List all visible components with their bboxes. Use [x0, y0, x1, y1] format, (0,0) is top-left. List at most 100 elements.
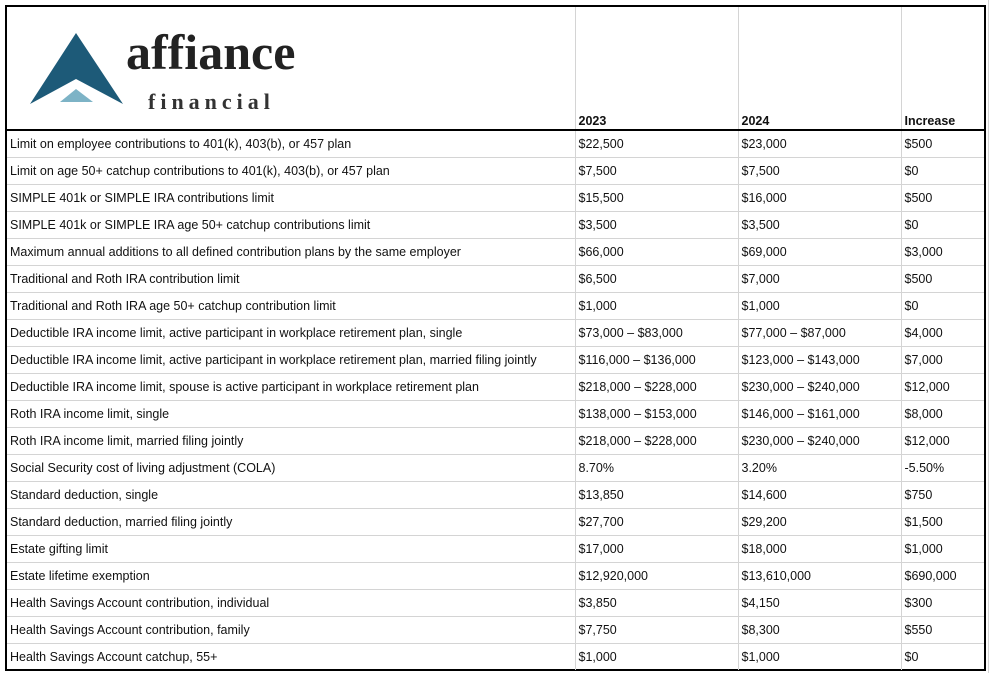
- table-row: Traditional and Roth IRA age 50+ catchup…: [7, 292, 984, 320]
- spreadsheet: affiance financial 2023 2024 Increase Li…: [5, 5, 986, 671]
- value-increase[interactable]: $750: [901, 481, 984, 509]
- value-2024[interactable]: $230,000 – $240,000: [738, 373, 902, 401]
- row-label[interactable]: Social Security cost of living adjustmen…: [7, 454, 576, 482]
- logo-small-triangle-icon: [60, 89, 93, 102]
- table-row: Limit on employee contributions to 401(k…: [7, 130, 984, 158]
- value-increase[interactable]: $690,000: [901, 562, 984, 590]
- row-label[interactable]: Standard deduction, married filing joint…: [7, 508, 576, 536]
- value-2023[interactable]: $6,500: [575, 265, 739, 293]
- value-increase[interactable]: $4,000: [901, 319, 984, 347]
- value-2024[interactable]: $7,500: [738, 157, 902, 185]
- value-2024[interactable]: 3.20%: [738, 454, 902, 482]
- value-increase[interactable]: $1,000: [901, 535, 984, 563]
- value-2023[interactable]: $17,000: [575, 535, 739, 563]
- value-increase[interactable]: $500: [901, 265, 984, 293]
- value-2024[interactable]: $123,000 – $143,000: [738, 346, 902, 374]
- row-label[interactable]: Health Savings Account catchup, 55+: [7, 643, 576, 670]
- value-increase[interactable]: $8,000: [901, 400, 984, 428]
- value-2023[interactable]: $15,500: [575, 184, 739, 212]
- value-2023[interactable]: $73,000 – $83,000: [575, 319, 739, 347]
- table-row: SIMPLE 401k or SIMPLE IRA age 50+ catchu…: [7, 211, 984, 239]
- logo-graphic: affiance financial: [30, 24, 295, 114]
- header-2023: 2023: [575, 7, 739, 131]
- row-label[interactable]: Health Savings Account contribution, fam…: [7, 616, 576, 644]
- value-2023[interactable]: 8.70%: [575, 454, 739, 482]
- value-2024[interactable]: $16,000: [738, 184, 902, 212]
- value-2024[interactable]: $146,000 – $161,000: [738, 400, 902, 428]
- table-row: Health Savings Account catchup, 55+ $1,00…: [7, 643, 984, 670]
- value-2024[interactable]: $23,000: [738, 130, 902, 158]
- value-2023[interactable]: $3,500: [575, 211, 739, 239]
- row-label[interactable]: Health Savings Account contribution, ind…: [7, 589, 576, 617]
- value-2024[interactable]: $1,000: [738, 292, 902, 320]
- row-label[interactable]: Deductible IRA income limit, spouse is a…: [7, 373, 576, 401]
- value-2024[interactable]: $4,150: [738, 589, 902, 617]
- table-row: Maximum annual additions to all defined …: [7, 238, 984, 266]
- value-2024[interactable]: $18,000: [738, 535, 902, 563]
- value-increase[interactable]: $12,000: [901, 373, 984, 401]
- value-2024[interactable]: $29,200: [738, 508, 902, 536]
- value-2023[interactable]: $27,700: [575, 508, 739, 536]
- row-label[interactable]: Limit on employee contributions to 401(k…: [7, 130, 576, 158]
- row-label[interactable]: Estate lifetime exemption: [7, 562, 576, 590]
- value-increase[interactable]: $3,000: [901, 238, 984, 266]
- row-label[interactable]: Traditional and Roth IRA age 50+ catchup…: [7, 292, 576, 320]
- row-label[interactable]: Traditional and Roth IRA contribution li…: [7, 265, 576, 293]
- value-2024[interactable]: $1,000: [738, 643, 902, 670]
- value-2023[interactable]: $218,000 – $228,000: [575, 427, 739, 455]
- value-increase[interactable]: $500: [901, 130, 984, 158]
- gridline: [988, 0, 989, 673]
- value-2023[interactable]: $22,500: [575, 130, 739, 158]
- value-2023[interactable]: $13,850: [575, 481, 739, 509]
- value-2023[interactable]: $7,500: [575, 157, 739, 185]
- logo-cell: affiance financial: [7, 7, 576, 131]
- value-increase[interactable]: $7,000: [901, 346, 984, 374]
- value-2023[interactable]: $138,000 – $153,000: [575, 400, 739, 428]
- value-2024[interactable]: $8,300: [738, 616, 902, 644]
- value-2024[interactable]: $7,000: [738, 265, 902, 293]
- logo-name: affiance: [126, 24, 295, 80]
- value-2024[interactable]: $3,500: [738, 211, 902, 239]
- row-label[interactable]: Maximum annual additions to all defined …: [7, 238, 576, 266]
- row-label[interactable]: Deductible IRA income limit, active part…: [7, 319, 576, 347]
- value-increase[interactable]: $0: [901, 211, 984, 239]
- value-increase[interactable]: $300: [901, 589, 984, 617]
- value-increase[interactable]: $0: [901, 157, 984, 185]
- value-2023[interactable]: $1,000: [575, 643, 739, 670]
- value-increase[interactable]: $1,500: [901, 508, 984, 536]
- value-increase[interactable]: $12,000: [901, 427, 984, 455]
- value-2023[interactable]: $3,850: [575, 589, 739, 617]
- logo-sub: financial: [148, 89, 275, 114]
- row-label[interactable]: SIMPLE 401k or SIMPLE IRA age 50+ catchu…: [7, 211, 576, 239]
- value-2023[interactable]: $66,000: [575, 238, 739, 266]
- header-increase: Increase: [901, 7, 984, 131]
- value-2024[interactable]: $77,000 – $87,000: [738, 319, 902, 347]
- value-increase[interactable]: $0: [904, 650, 919, 664]
- value-2023[interactable]: $218,000 – $228,000: [575, 373, 739, 401]
- row-label[interactable]: Standard deduction, single: [7, 481, 576, 509]
- value-2024[interactable]: $13,610,000: [738, 562, 902, 590]
- value-increase[interactable]: -5.50%: [901, 454, 984, 482]
- table-row: Health Savings Account contribution, ind…: [7, 589, 984, 617]
- table-row: Roth IRA income limit, single $138,000 – …: [7, 400, 984, 428]
- value-2023[interactable]: $1,000: [575, 292, 739, 320]
- row-label[interactable]: Roth IRA income limit, single: [7, 400, 576, 428]
- row-label[interactable]: Limit on age 50+ catchup contributions t…: [7, 157, 576, 185]
- row-label[interactable]: Estate gifting limit: [7, 535, 576, 563]
- value-increase[interactable]: $0: [901, 292, 984, 320]
- value-2023[interactable]: $116,000 – $136,000: [575, 346, 739, 374]
- table-row: Estate gifting limit $17,000 $18,000 $1,000: [7, 535, 984, 563]
- value-2024[interactable]: $14,600: [738, 481, 902, 509]
- value-2023[interactable]: $12,920,000: [575, 562, 739, 590]
- row-label[interactable]: SIMPLE 401k or SIMPLE IRA contributions …: [7, 184, 576, 212]
- value-2024[interactable]: $69,000: [738, 238, 902, 266]
- table-row: Roth IRA income limit, married filing jo…: [7, 427, 984, 455]
- table-row: Limit on age 50+ catchup contributions t…: [7, 157, 984, 185]
- value-2024[interactable]: $230,000 – $240,000: [738, 427, 902, 455]
- value-2023[interactable]: $7,750: [575, 616, 739, 644]
- value-increase[interactable]: $550: [901, 616, 984, 644]
- row-label[interactable]: Roth IRA income limit, married filing jo…: [7, 427, 576, 455]
- value-increase[interactable]: $500: [901, 184, 984, 212]
- row-label[interactable]: Deductible IRA income limit, active part…: [7, 346, 576, 374]
- table-row: Deductible IRA income limit, spouse is a…: [7, 373, 984, 401]
